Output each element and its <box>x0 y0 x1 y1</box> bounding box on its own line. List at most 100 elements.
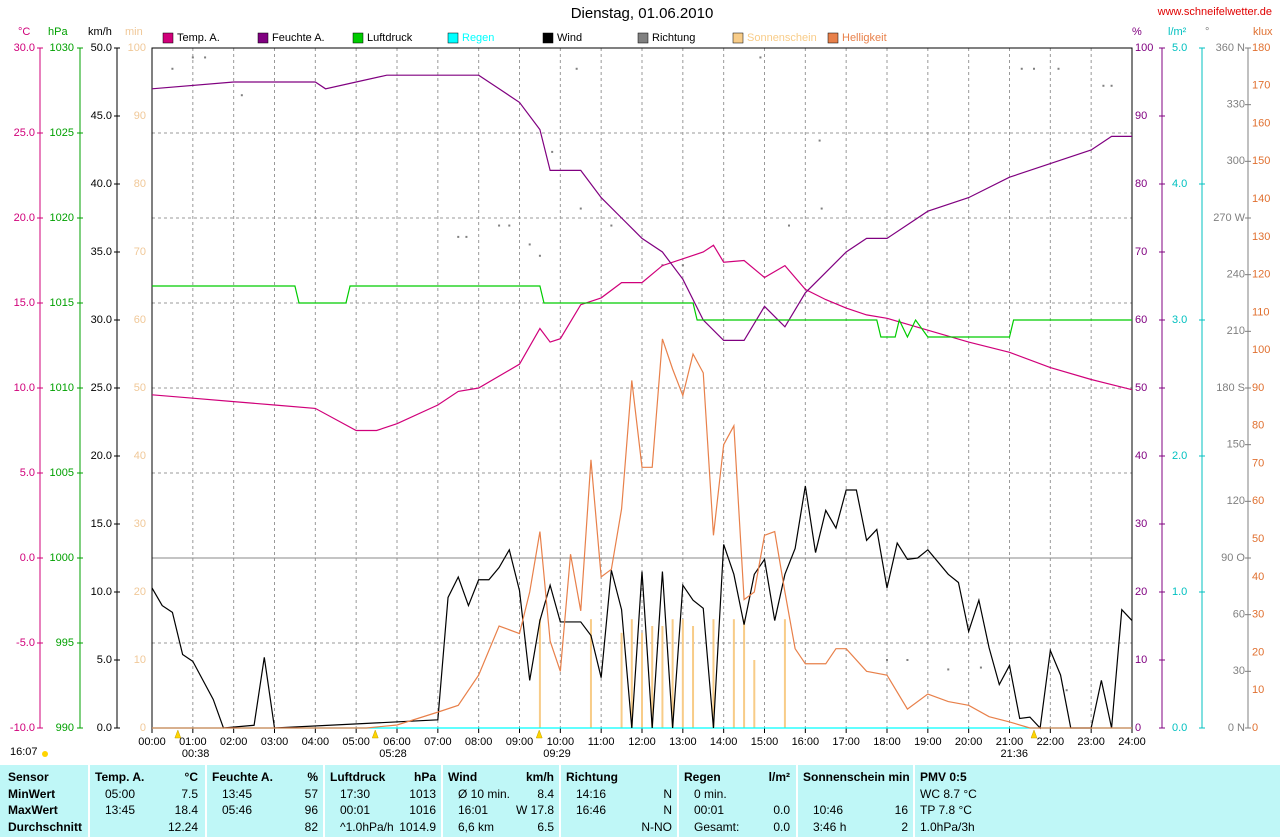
y-tick-label: 5.0 <box>1172 42 1187 54</box>
table-cell: 6.5 <box>537 820 554 834</box>
x-tick-label: 01:00 <box>179 736 207 748</box>
legend-label: Temp. A. <box>177 32 220 44</box>
y-tick-label: 270 W <box>1213 212 1245 224</box>
y-tick-label: 0.0 <box>97 722 112 734</box>
y-tick-label: 0 <box>1135 722 1141 734</box>
x-tick-label: 16:00 <box>792 736 820 748</box>
sunshine-bar <box>589 619 592 728</box>
y-tick-label: 60 <box>134 314 146 326</box>
marker-icon <box>371 729 379 739</box>
marker-label: 00:38 <box>182 748 210 760</box>
table-cell: 82 <box>305 820 319 834</box>
marker-label: 21:36 <box>1000 748 1028 760</box>
y-tick-label: 100 <box>1135 42 1153 54</box>
y-tick-label: 40 <box>1135 450 1147 462</box>
table-cell: 6,6 km <box>458 820 494 834</box>
y-tick-label: 20 <box>1135 586 1147 598</box>
direction-dot <box>1033 67 1035 70</box>
table-cell: MinWert <box>8 787 55 801</box>
y-tick-label: 90 O <box>1221 552 1245 564</box>
table-header: Temp. A. <box>95 770 144 784</box>
sunshine-bar <box>681 619 684 728</box>
y-tick-label: 25.0 <box>91 382 112 394</box>
direction-dot <box>508 224 511 227</box>
x-tick-label: 07:00 <box>424 736 452 748</box>
y-tick-label: 1005 <box>50 467 74 479</box>
table-header: Feuchte A. <box>212 770 273 784</box>
y-tick-label: 20 <box>134 586 146 598</box>
series-line <box>151 485 1133 730</box>
series-line <box>151 74 1132 341</box>
y-tick-label: 50 <box>1135 382 1147 394</box>
direction-dot <box>1110 84 1113 87</box>
table-header: km/h <box>526 770 554 784</box>
x-tick-label: 21:00 <box>996 736 1024 748</box>
legend-swatch <box>827 32 839 44</box>
background <box>0 0 1280 765</box>
table-cell: TP 7.8 °C <box>920 803 972 817</box>
y-tick-label: 30 <box>1233 665 1245 677</box>
table-cell: Ø 10 min. <box>458 787 510 801</box>
table-cell: 16:46 <box>576 803 606 817</box>
direction-dot <box>579 207 582 210</box>
x-tick-label: 22:00 <box>1037 736 1065 748</box>
y-tick-label: 120 <box>1252 269 1270 281</box>
x-tick-label: 13:00 <box>669 736 697 748</box>
y-tick-label: 15.0 <box>14 297 35 309</box>
table-header: Sonnenschein min <box>803 770 910 784</box>
y-tick-label: 4.0 <box>1172 178 1187 190</box>
sunshine-bar <box>671 619 674 728</box>
legend-label: Regen <box>462 32 494 44</box>
table-cell: 00:01 <box>340 803 370 817</box>
table-cell: 16 <box>895 803 909 817</box>
legend-swatch <box>447 32 459 44</box>
y-tick-label: 60 <box>1252 495 1264 507</box>
y-tick-label: 90 <box>1252 382 1264 394</box>
y-tick-label: 110 <box>1252 306 1270 318</box>
table-cell: Gesamt: <box>694 820 739 834</box>
y-tick-label: 140 <box>1252 193 1270 205</box>
sunshine-bar <box>743 619 746 728</box>
direction-dot <box>1102 84 1105 87</box>
y-tick-label: 180 S <box>1216 382 1245 394</box>
legend-label: Richtung <box>652 32 695 44</box>
direction-dot <box>1057 67 1060 70</box>
legend-swatch <box>732 32 744 44</box>
table-cell: N <box>663 803 672 817</box>
x-tick-label: 06:00 <box>383 736 411 748</box>
sun-icon <box>42 751 48 757</box>
table-cell: 17:30 <box>340 787 370 801</box>
table-cell: N <box>663 787 672 801</box>
direction-dot <box>204 56 207 59</box>
direction-dot <box>759 56 762 59</box>
y-tick-label: 180 <box>1252 42 1270 54</box>
direction-dot <box>498 224 501 227</box>
y-tick-label: 50 <box>1252 533 1264 545</box>
direction-dot <box>191 56 194 59</box>
x-tick-label: 19:00 <box>914 736 942 748</box>
legend-label: Helligkeit <box>842 32 887 44</box>
table-cell: 8.4 <box>537 787 554 801</box>
y-tick-label: 2.0 <box>1172 450 1187 462</box>
series-line <box>152 285 1132 339</box>
table-cell: 7.5 <box>181 787 198 801</box>
table-cell: N-NO <box>641 820 672 834</box>
x-tick-label: 11:00 <box>588 736 615 748</box>
y-tick-label: 1030 <box>50 42 74 54</box>
table-cell: ^1.0hPa/h <box>340 820 394 834</box>
axis-unit: ° <box>1205 26 1209 38</box>
y-tick-label: 10.0 <box>14 382 35 394</box>
legend-label: Luftdruck <box>367 32 413 44</box>
axis-unit: % <box>1132 26 1142 38</box>
table-header: Regen <box>684 770 721 784</box>
y-tick-label: -5.0 <box>16 637 35 649</box>
sunshine-bar <box>538 619 541 728</box>
sunshine-bar <box>620 632 623 728</box>
y-tick-label: 150 <box>1252 155 1270 167</box>
y-tick-label: 50.0 <box>91 42 112 54</box>
marker-label: 09:29 <box>543 748 571 760</box>
x-tick-label: 20:00 <box>955 736 983 748</box>
y-tick-label: 30 <box>134 518 146 530</box>
y-tick-label: 10 <box>134 654 146 666</box>
legend-swatch <box>162 32 174 44</box>
